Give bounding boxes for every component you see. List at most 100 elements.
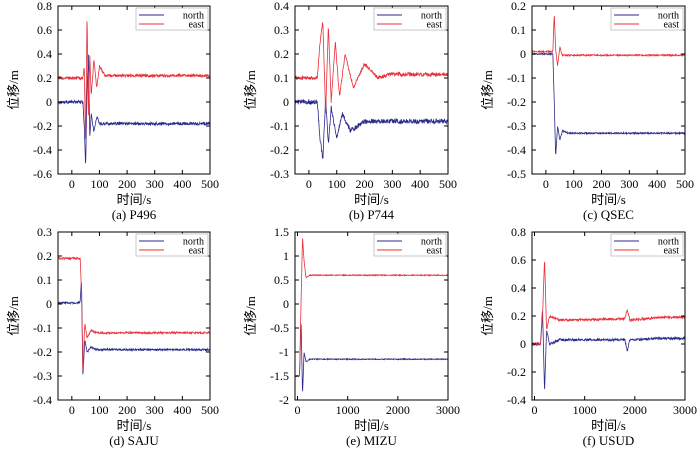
y-tick-label: 0 <box>283 297 289 311</box>
panel-c: 0 100 200 300 400 500 -0.5 -0.4 -0.3 -0.2 -0.1 0 0.1… <box>480 0 694 222</box>
y-tick-label: 0.8 <box>511 225 526 239</box>
y-tick-label: 1.5 <box>274 225 289 239</box>
y-tick-label: -0.1 <box>507 71 526 85</box>
y-tick-label: 0 <box>46 297 52 311</box>
y-tick-label: -0.2 <box>270 143 289 157</box>
legend-label-north: north <box>183 237 204 248</box>
y-tick-label: -0.2 <box>507 365 526 379</box>
y-tick-label: 0.6 <box>511 253 526 267</box>
y-tick-label: 0.2 <box>274 47 289 61</box>
x-tick-label: 400 <box>411 177 429 191</box>
panel-caption: (e) MIZU <box>346 433 398 448</box>
series-line-north <box>58 54 210 164</box>
y-tick-label: 0.4 <box>274 0 289 13</box>
x-tick-label: 100 <box>90 177 108 191</box>
y-tick-label: 0.1 <box>37 273 52 287</box>
y-tick-label: 0.3 <box>37 225 52 239</box>
y-tick-label: 0.4 <box>37 47 52 61</box>
x-tick-label: 200 <box>593 177 611 191</box>
x-axis-label: 时间/s <box>354 418 389 433</box>
x-tick-label: 300 <box>146 403 164 417</box>
y-tick-label: -0.4 <box>33 143 52 157</box>
x-tick-label: 500 <box>676 177 694 191</box>
legend-label-east: east <box>426 20 442 31</box>
x-tick-label: 200 <box>118 177 136 191</box>
x-tick-label: 500 <box>201 403 219 417</box>
x-tick-label: 0 <box>543 177 549 191</box>
x-tick-label: 0 <box>69 403 75 417</box>
legend-label-east: east <box>663 20 679 31</box>
legend-label-east: east <box>188 246 204 257</box>
x-axis-label: 时间/s <box>117 418 152 433</box>
y-tick-label: -0.2 <box>507 95 526 109</box>
legend-label-east: east <box>426 246 442 257</box>
x-tick-label: 400 <box>648 177 666 191</box>
x-tick-label: 0 <box>69 177 75 191</box>
panel-caption: (f) USUD <box>583 433 635 448</box>
y-tick-label: 0.5 <box>274 273 289 287</box>
y-tick-label: 0.1 <box>511 23 526 37</box>
y-axis-label: 位移/m <box>243 70 258 110</box>
x-tick-label: 100 <box>565 177 583 191</box>
series-line-east <box>58 21 210 140</box>
y-axis-label: 位移/m <box>243 296 258 336</box>
y-tick-label: -0.2 <box>33 119 52 133</box>
x-axis-label: 时间/s <box>591 192 626 207</box>
series-line-east <box>58 256 210 370</box>
axes-frame <box>57 231 211 401</box>
x-tick-label: 0 <box>306 177 312 191</box>
legend-label-north: north <box>421 237 442 248</box>
x-tick-label: 400 <box>173 177 191 191</box>
y-tick-label: -1.5 <box>270 369 289 383</box>
y-tick-label: 0.2 <box>511 309 526 323</box>
series-line-north <box>295 323 448 392</box>
y-tick-label: -0.4 <box>33 393 52 407</box>
x-tick-label: 100 <box>328 177 346 191</box>
x-tick-label: 0 <box>532 403 538 417</box>
y-tick-label: -0.5 <box>270 321 289 335</box>
y-axis-label: 位移/m <box>480 70 495 110</box>
y-tick-label: -0.4 <box>507 393 526 407</box>
legend-label-north: north <box>658 11 679 22</box>
y-tick-label: -2 <box>279 393 289 407</box>
series-line-east <box>295 238 448 378</box>
y-tick-label: 1 <box>283 249 289 263</box>
panel-caption: (d) SAJU <box>109 433 159 448</box>
x-axis-label: 时间/s <box>117 192 152 207</box>
x-tick-label: 400 <box>173 403 191 417</box>
y-tick-label: 0 <box>520 47 526 61</box>
y-axis-label: 位移/m <box>6 70 21 110</box>
y-tick-label: 0.2 <box>37 71 52 85</box>
y-tick-label: 0.4 <box>511 281 526 295</box>
panel-b: 0 100 200 300 400 500 -0.3 -0.2 -0.1 0 0.1 0.2 0.3 0.… <box>243 0 457 222</box>
x-tick-label: 1000 <box>573 403 597 417</box>
y-tick-label: -0.6 <box>33 167 52 181</box>
legend-label-north: north <box>183 11 204 22</box>
y-tick-label: 0 <box>283 95 289 109</box>
x-tick-label: 3000 <box>436 403 460 417</box>
y-axis-label: 位移/m <box>6 296 21 336</box>
y-tick-label: -0.5 <box>507 167 526 181</box>
legend-label-east: east <box>663 246 679 257</box>
x-axis-label: 时间/s <box>591 418 626 433</box>
panel-d: 0 100 200 300 400 500 -0.4 -0.3 -0.2 -0.1 0 0.1 0.2 0… <box>6 225 219 448</box>
x-tick-label: 1000 <box>336 403 360 417</box>
x-tick-label: 500 <box>201 177 219 191</box>
series-line-north <box>532 52 685 155</box>
y-tick-label: -0.2 <box>33 345 52 359</box>
y-tick-label: 0 <box>520 337 526 351</box>
y-tick-label: -0.3 <box>270 167 289 181</box>
x-tick-label: 200 <box>118 403 136 417</box>
series-line-east <box>295 21 448 114</box>
y-tick-label: 0.3 <box>274 23 289 37</box>
axes-frame <box>531 5 686 175</box>
x-axis-label: 时间/s <box>354 192 389 207</box>
axes-frame <box>57 5 211 175</box>
y-tick-label: 0.8 <box>37 0 52 13</box>
